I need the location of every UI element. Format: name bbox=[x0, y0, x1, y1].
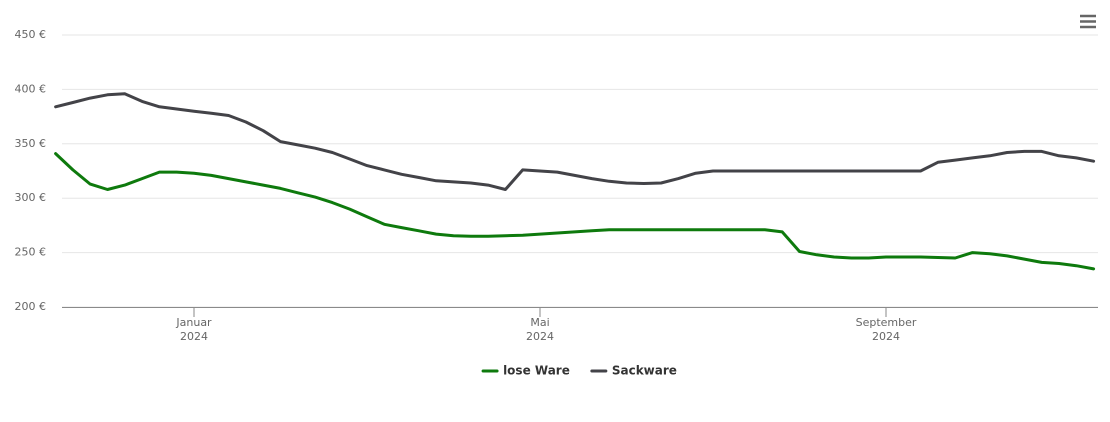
x-tick-label: Mai 2024 bbox=[526, 316, 554, 343]
y-tick-label: 300 € bbox=[15, 191, 47, 204]
legend: lose Ware Sackware bbox=[481, 364, 677, 378]
legend-item[interactable]: lose Ware bbox=[481, 364, 570, 378]
legend-label: lose Ware bbox=[503, 364, 570, 378]
x-tick-label-line: 2024 bbox=[180, 330, 208, 343]
x-tick-label-line: Mai bbox=[530, 316, 549, 329]
y-tick-label: 250 € bbox=[15, 246, 47, 259]
x-tick-label-line: 2024 bbox=[526, 330, 554, 343]
x-tick-label: September 2024 bbox=[856, 316, 917, 343]
x-tick-label-line: September bbox=[856, 316, 917, 329]
x-tick-label: Januar 2024 bbox=[175, 316, 212, 343]
y-tick-label: 200 € bbox=[15, 300, 47, 313]
y-tick-label: 400 € bbox=[15, 82, 47, 95]
menu-button[interactable] bbox=[1078, 12, 1098, 32]
legend-item[interactable]: Sackware bbox=[590, 364, 677, 378]
x-tick-label-line: 2024 bbox=[872, 330, 900, 343]
series-line bbox=[54, 152, 1096, 271]
y-tick-label: 450 € bbox=[15, 28, 47, 41]
legend-label: Sackware bbox=[612, 364, 677, 378]
x-tick-label-line: Januar bbox=[175, 316, 212, 329]
y-tick-label: 350 € bbox=[15, 137, 47, 150]
series-line bbox=[54, 92, 1096, 191]
